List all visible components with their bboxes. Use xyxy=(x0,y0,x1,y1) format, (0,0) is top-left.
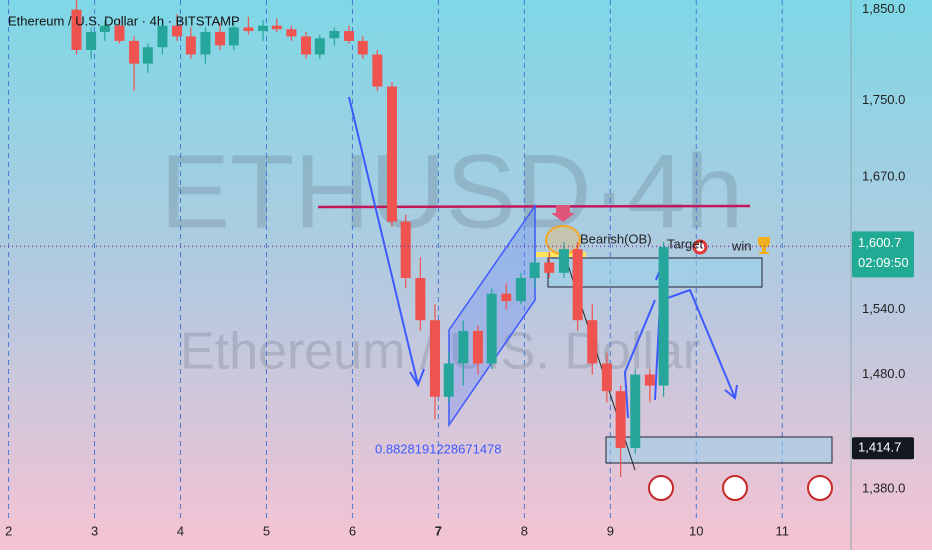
candle-body xyxy=(501,293,512,302)
annotation: Bearish(OB) xyxy=(580,231,652,246)
candle-body xyxy=(129,40,140,64)
candle-body xyxy=(301,36,312,55)
x-tick-label: 7 xyxy=(435,523,442,538)
candle-body xyxy=(343,31,354,41)
candle-body xyxy=(400,221,411,279)
candle-body xyxy=(329,31,340,39)
y-tick-label: 1,850.0 xyxy=(862,1,905,16)
flag-icons xyxy=(648,475,833,501)
candle-body xyxy=(486,293,497,364)
x-tick-label: 10 xyxy=(689,523,703,538)
candle-body xyxy=(472,330,483,364)
candle-body xyxy=(601,363,612,392)
candle-body xyxy=(71,9,82,50)
candle-body xyxy=(185,36,196,55)
candle-body xyxy=(157,25,168,48)
trophy-icon xyxy=(758,237,770,254)
candle-body xyxy=(357,40,368,55)
annotation: win xyxy=(731,238,752,253)
target-box xyxy=(605,436,833,464)
candle-body xyxy=(443,363,454,397)
candle-body xyxy=(271,25,282,30)
price-tag xyxy=(852,231,914,278)
candle-body xyxy=(615,391,626,448)
candle-body xyxy=(215,31,226,46)
x-tick-label: 11 xyxy=(775,523,789,538)
candle-body xyxy=(644,374,655,386)
candle-body xyxy=(314,38,325,55)
price-tag-label: 1,414.7 xyxy=(858,440,901,455)
chart-title: Ethereum / U.S. Dollar · 4h · BITSTAMP xyxy=(8,13,240,28)
candle-body xyxy=(114,25,125,41)
x-tick-label: 3 xyxy=(91,523,98,538)
x-tick-label: 5 xyxy=(263,523,270,538)
candle-body xyxy=(544,262,555,273)
x-tick-label: 4 xyxy=(177,523,184,538)
candle-body xyxy=(658,247,669,386)
candles xyxy=(71,0,669,478)
candle-body xyxy=(386,86,397,222)
candle-body xyxy=(630,374,641,448)
annotation: Target xyxy=(667,236,704,251)
countdown: 02:09:50 xyxy=(858,255,909,270)
candle-body xyxy=(258,25,269,32)
x-tick-label: 2 xyxy=(5,523,12,538)
candle-body xyxy=(372,54,383,87)
price-tag xyxy=(852,437,914,460)
candle-body xyxy=(243,27,254,32)
candle-body xyxy=(172,25,183,37)
candle-body xyxy=(228,27,239,46)
candle-body xyxy=(529,262,540,279)
y-tick-label: 1,750.0 xyxy=(862,92,905,107)
price-tag-label: 1,600.7 xyxy=(858,235,901,250)
y-tick-label: 1,540.0 xyxy=(862,301,905,316)
candle-body xyxy=(587,320,598,364)
candle-body xyxy=(572,249,583,321)
candle-body xyxy=(558,249,569,273)
candle-body xyxy=(200,31,211,55)
candle-body xyxy=(429,320,440,397)
candle-body xyxy=(142,47,153,64)
candle-body xyxy=(515,278,526,302)
grid xyxy=(8,0,783,520)
watermark-subtitle: Ethereum / U.S. Dollar xyxy=(180,323,700,381)
candle-body xyxy=(86,31,97,50)
fib-label: 0.8828191228671478 xyxy=(375,441,502,456)
candle-body xyxy=(286,29,297,37)
candle-body xyxy=(458,330,469,364)
y-tick-label: 1,480.0 xyxy=(862,366,905,381)
candle-body xyxy=(99,25,110,32)
y-tick-label: 1,380.0 xyxy=(862,480,905,495)
x-tick-label: 9 xyxy=(607,523,614,538)
order-block-box xyxy=(547,257,763,288)
watermark: ETHUSD·4h xyxy=(160,134,743,251)
down-arrow xyxy=(551,205,575,222)
candle-body xyxy=(415,278,426,321)
x-tick-label: 8 xyxy=(521,523,528,538)
y-tick-label: 1,670.0 xyxy=(862,168,905,183)
x-tick-label: 6 xyxy=(349,523,356,538)
